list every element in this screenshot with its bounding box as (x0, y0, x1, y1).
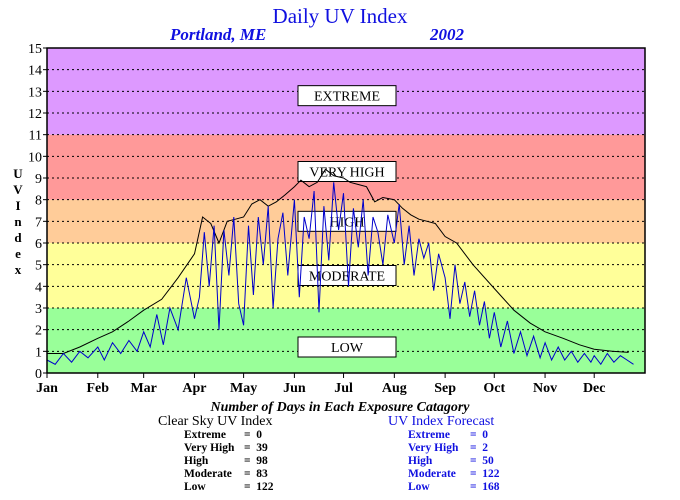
y-tick-label: 3 (35, 302, 42, 317)
clear_sky-label: Extreme (184, 429, 226, 441)
forecast-value: = 168 (470, 481, 500, 493)
plot-frame (46, 47, 646, 374)
clear_sky-label: Low (184, 481, 206, 493)
clear-sky-heading: Clear Sky UV Index (158, 414, 273, 429)
band-label-box (297, 336, 397, 358)
clear_sky-value: = 98 (244, 455, 268, 467)
x-tick-label: May (230, 381, 257, 396)
x-tick-label: Jan (36, 381, 58, 396)
y-tick-label: 9 (35, 172, 42, 187)
clear_sky-value: = 0 (244, 429, 263, 441)
y-tick-label: 15 (28, 42, 42, 57)
y-axis-label-char: e (15, 246, 21, 261)
forecast-label: Low (408, 481, 430, 493)
y-tick-label: 0 (35, 367, 42, 382)
x-tick-label: Dec (583, 381, 606, 396)
clear_sky-label: Very High (184, 442, 235, 454)
x-tick-label: Apr (182, 381, 206, 396)
band-label-box (297, 161, 397, 182)
clear_sky-label: High (184, 455, 209, 467)
y-tick-label: 8 (35, 194, 42, 209)
x-tick-label: Jun (283, 381, 306, 396)
y-tick-label: 2 (35, 324, 42, 339)
forecast-value: = 50 (470, 455, 494, 467)
y-tick-label: 11 (29, 129, 42, 144)
y-axis-label-char: x (15, 262, 22, 277)
forecast-value: = 2 (470, 442, 489, 454)
chart-title: Daily UV Index (272, 4, 408, 28)
forecast-label: Very High (408, 442, 459, 454)
y-tick-label: 12 (28, 107, 42, 122)
y-tick-label: 13 (28, 85, 42, 100)
series-line-clear-sky (47, 168, 629, 354)
clear_sky-value: = 122 (244, 481, 274, 493)
y-tick-label: 14 (28, 64, 42, 79)
y-tick-label: 10 (28, 150, 42, 165)
band-label: EXTREME (314, 90, 380, 105)
y-tick-label: 1 (35, 345, 42, 360)
x-tick-label: Aug (382, 381, 407, 396)
band-label-box (297, 85, 397, 107)
y-axis-label-char: I (15, 198, 20, 213)
y-axis-label-char: n (14, 214, 22, 229)
x-tick-label: Mar (130, 381, 156, 396)
x-tick-label: Feb (87, 381, 110, 396)
x-tick-label: Nov (533, 381, 557, 396)
x-tick-label: Jul (334, 381, 353, 396)
band-label: LOW (331, 341, 364, 356)
y-tick-label: 7 (35, 215, 42, 230)
chart-subtitle-year: 2002 (430, 25, 464, 44)
chart-subtitle-location: Portland, ME (170, 25, 267, 44)
band-label: HIGH (330, 215, 365, 230)
forecast-value: = 122 (470, 468, 500, 480)
band-label: MODERATE (309, 270, 385, 285)
forecast-label: Extreme (408, 429, 450, 441)
y-axis-label-char: V (13, 182, 23, 197)
y-tick-label: 5 (35, 259, 42, 274)
clear_sky-value: = 39 (244, 442, 268, 454)
series-line-forecast (46, 182, 634, 366)
y-tick-label: 4 (35, 280, 42, 295)
clear_sky-label: Moderate (184, 468, 232, 480)
band-label: VERY HIGH (309, 166, 384, 181)
stats-title: Number of Days in Each Exposure Catagory (210, 400, 470, 415)
forecast-heading: UV Index Forecast (388, 414, 495, 429)
y-axis-label-char: U (13, 166, 23, 181)
clear_sky-value: = 83 (244, 468, 268, 480)
y-tick-label: 6 (35, 237, 42, 252)
y-axis-label-char: d (14, 230, 22, 245)
forecast-label: Moderate (408, 468, 456, 480)
x-tick-label: Oct (483, 381, 505, 396)
forecast-label: High (408, 455, 433, 467)
forecast-value: = 0 (470, 429, 489, 441)
x-tick-label: Sep (434, 381, 456, 396)
